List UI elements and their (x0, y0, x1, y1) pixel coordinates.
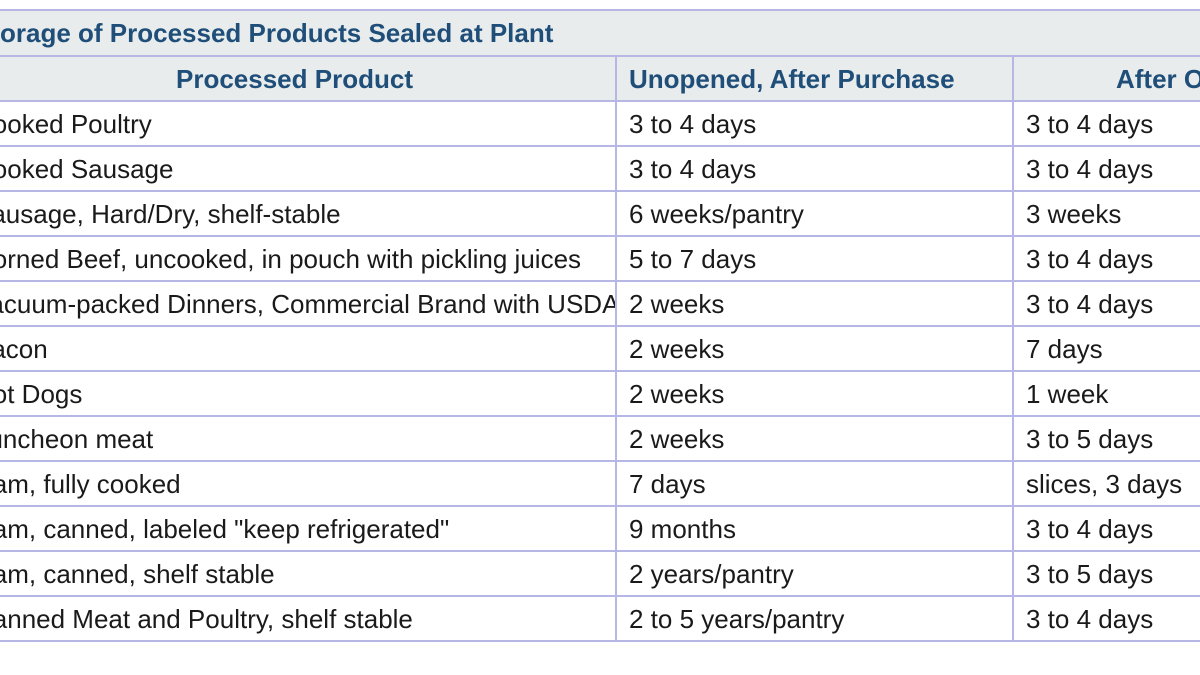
product-cell: Canned Meat and Poultry, shelf stable (0, 595, 617, 642)
after-opening-cell: 3 to 4 days (1011, 100, 1200, 147)
product-cell: Hot Dogs (0, 370, 617, 417)
column-header-unopened: Unopened, After Purchase (615, 55, 1014, 102)
after-opening-cell: slices, 3 days (1011, 460, 1200, 507)
table-row: Ham, canned, labeled "keep refrigerated"… (0, 505, 1200, 552)
table-caption-row: Storage of Processed Products Sealed at … (0, 9, 1200, 57)
column-header-processed-product: Processed Product (0, 55, 617, 102)
table-row: Corned Beef, uncooked, in pouch with pic… (0, 235, 1200, 282)
table-header-row: Processed Product Unopened, After Purcha… (0, 55, 1200, 102)
unopened-cell: 2 weeks (615, 415, 1014, 462)
product-cell: Vacuum-packed Dinners, Commercial Brand … (0, 280, 617, 327)
table-row: Sausage, Hard/Dry, shelf-stable 6 weeks/p… (0, 190, 1200, 237)
product-cell: Cooked Sausage (0, 145, 617, 192)
after-opening-cell: 3 to 5 days (1011, 550, 1200, 597)
after-opening-cell: 3 to 4 days (1011, 505, 1200, 552)
product-cell: Ham, fully cooked (0, 460, 617, 507)
unopened-cell: 2 to 5 years/pantry (615, 595, 1014, 642)
after-opening-cell: 3 to 4 days (1011, 235, 1200, 282)
product-cell: Cooked Poultry (0, 100, 617, 147)
unopened-cell: 7 days (615, 460, 1014, 507)
table-row: Ham, canned, shelf stable 2 years/pantry 3… (0, 550, 1200, 597)
after-opening-cell: 7 days (1011, 325, 1200, 372)
unopened-cell: 2 weeks (615, 325, 1014, 372)
product-cell: Bacon (0, 325, 617, 372)
product-cell: Luncheon meat (0, 415, 617, 462)
product-cell: Corned Beef, uncooked, in pouch with pic… (0, 235, 617, 282)
product-cell: Sausage, Hard/Dry, shelf-stable (0, 190, 617, 237)
table-row: Vacuum-packed Dinners, Commercial Brand … (0, 280, 1200, 327)
after-opening-cell: 1 week (1011, 370, 1200, 417)
product-cell: Ham, canned, labeled "keep refrigerated" (0, 505, 617, 552)
unopened-cell: 9 months (615, 505, 1014, 552)
unopened-cell: 2 weeks (615, 280, 1014, 327)
unopened-cell: 2 weeks (615, 370, 1014, 417)
after-opening-cell: 3 to 4 days (1011, 280, 1200, 327)
unopened-cell: 3 to 4 days (615, 145, 1014, 192)
unopened-cell: 6 weeks/pantry (615, 190, 1014, 237)
unopened-cell: 2 years/pantry (615, 550, 1014, 597)
after-opening-cell: 3 to 4 days (1011, 145, 1200, 192)
product-cell: Ham, canned, shelf stable (0, 550, 617, 597)
after-opening-cell: 3 weeks (1011, 190, 1200, 237)
after-opening-cell: 3 to 4 days (1011, 595, 1200, 642)
table-caption: Storage of Processed Products Sealed at … (0, 9, 1200, 57)
column-header-after-opening: After Opening (1011, 55, 1200, 102)
after-opening-cell: 3 to 5 days (1011, 415, 1200, 462)
table-row: Canned Meat and Poultry, shelf stable 2 t… (0, 595, 1200, 642)
storage-table: Storage of Processed Products Sealed at … (0, 9, 1200, 642)
unopened-cell: 3 to 4 days (615, 100, 1014, 147)
unopened-cell: 5 to 7 days (615, 235, 1014, 282)
